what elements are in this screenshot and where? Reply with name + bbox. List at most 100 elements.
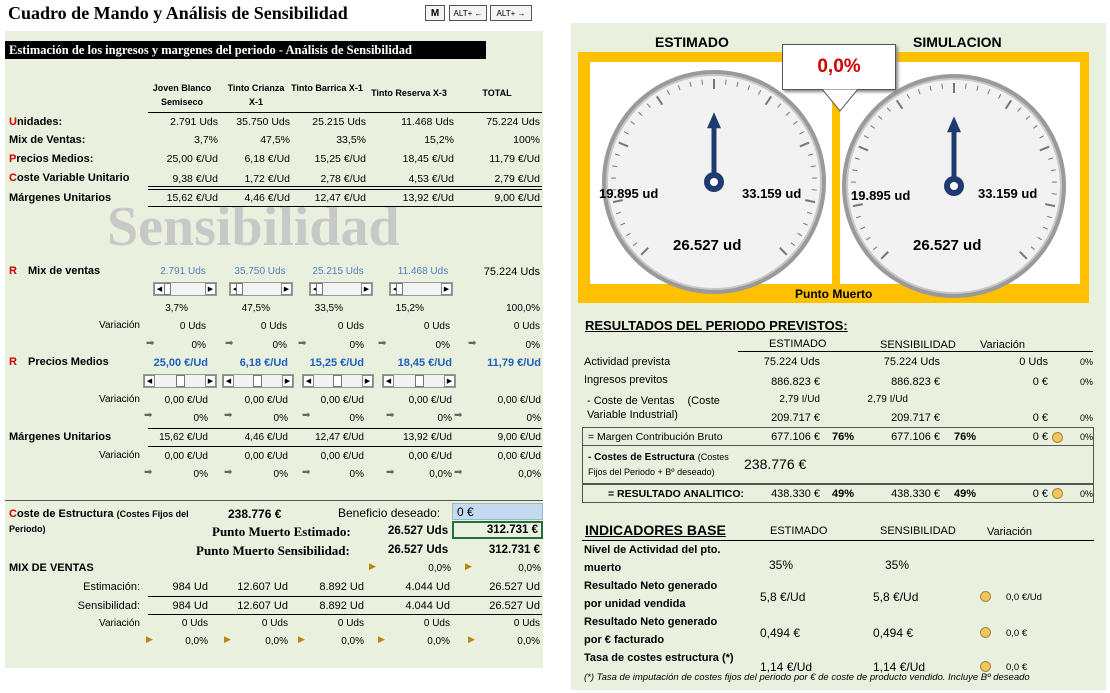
res-cell: 677.106 € (771, 431, 820, 443)
macro-button[interactable]: M (425, 5, 445, 21)
estructura-label: Coste de Estructura (Costes Fijos del Pe… (9, 508, 189, 534)
margen-value: 13,92 €/Ud (403, 432, 452, 443)
res-h-var: Variación (980, 339, 1026, 351)
mixv-est: 4.044 Ud (405, 581, 450, 593)
pm-sens-uds: 26.527 Uds (388, 544, 449, 556)
gauge-tick (917, 89, 921, 95)
gauge-tick (976, 85, 979, 91)
mix-scrollbar[interactable]: ◀▶ (389, 282, 453, 296)
alt-left-button[interactable]: ALT+ ← (449, 5, 487, 21)
beneficio-input[interactable]: 0 € (452, 503, 543, 520)
margen-var-pct: 0% (273, 469, 288, 480)
ind-label-1: Tasa de costes estructura (*) (584, 652, 734, 664)
ind-var: 0,0 €/Ud (1006, 592, 1042, 603)
mix-label: Mix de ventas (28, 265, 101, 277)
gauge-tick (764, 95, 773, 106)
table-cell: 9,00 €/Ud (494, 192, 540, 204)
alt-right-button[interactable]: ALT+ → (490, 5, 532, 21)
res-cell: 0 € (1032, 488, 1048, 500)
ind-est: 35% (769, 558, 794, 572)
mix-var-pct: 0% (349, 340, 364, 351)
table-cell: 15,2% (424, 134, 454, 146)
res-cell: 75.224 Uds (763, 356, 820, 368)
gauge-tick (790, 242, 796, 247)
gauge-tick (965, 83, 967, 89)
precio-var: 0,00 €/Ud (320, 395, 364, 406)
gauge-tick (623, 131, 629, 135)
pm-est-uds: 26.527 Uds (388, 525, 449, 537)
ind-h-est: ESTIMADO (770, 525, 828, 537)
gauge-tick (736, 81, 739, 87)
gauge-tick (630, 121, 636, 125)
mix-var: 0 Uds (337, 321, 364, 332)
mix-var-pct: 0% (525, 340, 540, 351)
precio-var-pct: 0% (437, 413, 452, 424)
gauge-right (842, 74, 1066, 298)
gauge-left-max: 33.159 ud (742, 186, 802, 201)
precio-scrollbar[interactable]: ◀ ▶ (382, 374, 456, 388)
pm-est-label: Punto Muerto Estimado: (212, 524, 351, 539)
gauge-right-min: 19.895 ud (851, 188, 911, 203)
table-cell: 2,79 €/Ud (494, 173, 540, 185)
gauge-tick (1030, 246, 1036, 251)
mix-var-pct: 0% (435, 340, 450, 351)
res-ingresos-label: Ingresos previtos (584, 374, 668, 386)
mix-scrollbar[interactable]: ◀▶ (153, 282, 217, 296)
ind-sens: 35% (885, 558, 910, 572)
precio-value: 15,25 €/Ud (309, 357, 364, 369)
precio-scrollbar[interactable]: ◀ ▶ (143, 374, 217, 388)
gauge-tick (666, 89, 670, 95)
gauge-tick (1004, 99, 1013, 110)
beneficio-label: Beneficio deseado: (338, 506, 441, 520)
ind-sens: 5,8 €/Ud (873, 590, 919, 604)
mix-value: 25.215 Uds (312, 266, 364, 277)
precio-scrollbar[interactable]: ◀ ▶ (302, 374, 374, 388)
mixv-est: 984 Ud (172, 581, 208, 593)
mix-scrollbar[interactable]: ◀▶ (309, 282, 373, 296)
mixv-var: 0 Uds (513, 618, 540, 629)
gauge-tick (872, 246, 878, 251)
gauge-right-value: 26.527 ud (913, 237, 982, 254)
precio-var-pct: 0% (526, 413, 541, 424)
mixv-pct-a: 0,0% (428, 563, 451, 574)
table-cell: 11,79 €/Ud (489, 153, 540, 165)
mixv-title: MIX DE VENTAS (9, 562, 94, 574)
mixv-var-pct: 0,0% (185, 636, 208, 647)
page-title: Cuadro de Mando y Análisis de Sensibilid… (8, 3, 348, 23)
res-estructura-value: 238.776 € (744, 456, 807, 472)
mix-value: 2.791 Uds (160, 266, 206, 277)
gauge-tick (612, 199, 623, 204)
gauge-tick (906, 93, 910, 99)
res-estructura-label: - Costes de Estructura (Costes Fijos del … (588, 452, 729, 477)
res-h-sens: SENSIBILIDAD (880, 339, 956, 351)
res-cell: 0 € (1032, 431, 1048, 443)
res-resultado-label: = RESULTADO ANALITICO: (608, 488, 745, 500)
table-cell: 33,5% (336, 134, 366, 146)
table-cell: 6,18 €/Ud (244, 153, 290, 165)
precio-value: 25,00 €/Ud (153, 357, 208, 369)
gauge-tick (777, 103, 782, 108)
gauge-tick (758, 89, 762, 95)
mix-var-label: Variación (99, 320, 140, 331)
precios-var-label: Variación (99, 394, 140, 405)
gauge-tick (852, 169, 858, 172)
gauge-tick (1025, 115, 1030, 120)
arrow-right-icon: ➡ (454, 410, 463, 421)
gauge-tick (808, 153, 814, 156)
precio-scrollbar[interactable]: ◀ ▶ (222, 374, 294, 388)
arrow-right-icon: ➡ (468, 338, 477, 349)
gauge-tick (646, 103, 651, 108)
margen-value: 15,62 €/Ud (159, 432, 208, 443)
table-cell: 25.215 Uds (312, 116, 366, 128)
margen-var: 0,00 €/Ud (164, 451, 208, 462)
margen-var-pct: 0% (349, 469, 364, 480)
callout-pointer (821, 89, 859, 112)
indicadores-title: INDICADORES BASE (585, 522, 726, 538)
col-header: Tinto Barrica X-1 (291, 83, 363, 93)
pm-est-eur[interactable]: 312.731 € (452, 521, 543, 539)
mixv-var-pct: 0,0% (517, 636, 540, 647)
mix-scrollbar[interactable]: ◀▶ (229, 282, 293, 296)
precios-label: Precios Medios (28, 356, 109, 368)
flag-icon: ▶ (378, 634, 385, 644)
status-dot-icon (980, 661, 991, 672)
